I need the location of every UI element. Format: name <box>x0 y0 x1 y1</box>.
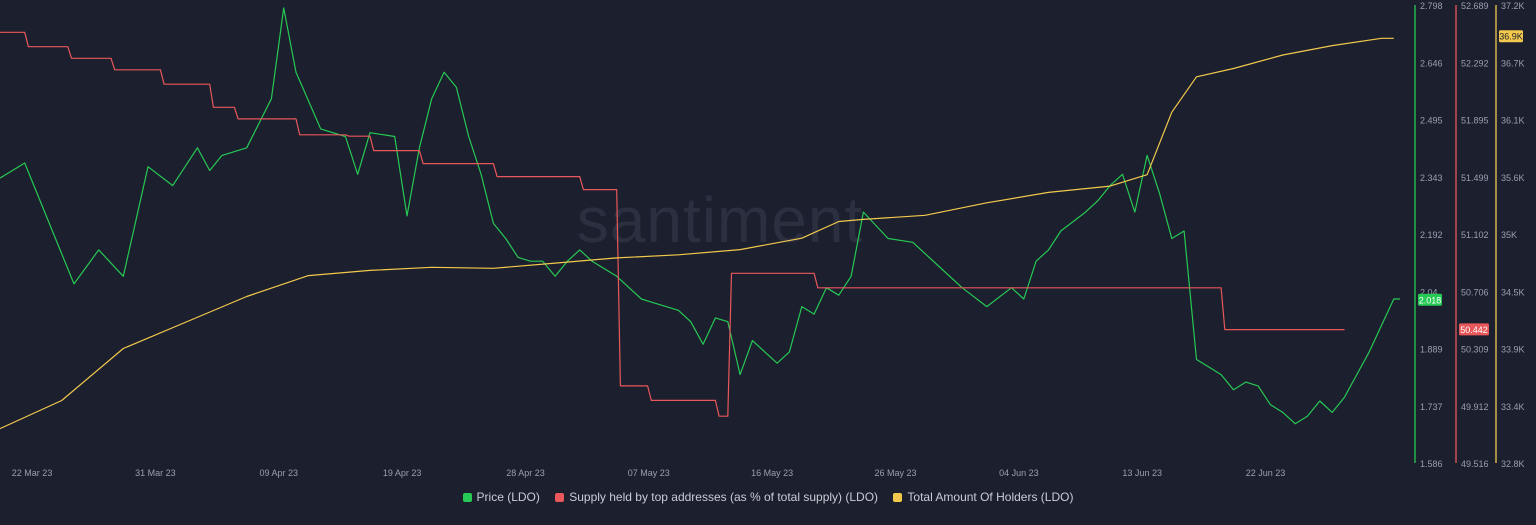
holders-tick-label: 33.4K <box>1501 402 1525 412</box>
holders-tick-label: 36.7K <box>1501 58 1525 68</box>
series-line-holders <box>0 37 1394 430</box>
holders-tick-label: 32.8K <box>1501 459 1525 469</box>
holders-current-badge <box>1499 30 1523 43</box>
holders-tick-label: 35K <box>1501 230 1517 240</box>
supply-tick-label: 50.309 <box>1461 345 1489 355</box>
legend-label-holders: Total Amount Of Holders (LDO) <box>907 490 1074 504</box>
supply-current-badge <box>1459 323 1489 336</box>
price-tick-label: 2.798 <box>1420 1 1443 11</box>
legend-label-supply: Supply held by top addresses (as % of to… <box>569 490 879 504</box>
price-tick-label: 2.192 <box>1420 230 1443 240</box>
price-tick-label: 2.04 <box>1420 287 1438 297</box>
x-tick-label: 04 Jun 23 <box>999 468 1039 478</box>
supply-tick-label: 51.102 <box>1461 230 1489 240</box>
holders-tick-label: 36.1K <box>1501 116 1525 126</box>
supply-tick-label: 51.895 <box>1461 116 1489 126</box>
x-tick-label: 07 May 23 <box>628 468 670 478</box>
legend-swatch-price <box>462 493 472 502</box>
series-layer <box>0 7 1400 430</box>
holders-tick-label: 37.2K <box>1501 1 1525 11</box>
chart-legend: Price (LDO) Supply held by top addresses… <box>0 490 1536 504</box>
x-axis-ticks: 22 Mar 23 31 Mar 23 09 Apr 23 19 Apr 23 28 A… <box>12 468 1286 478</box>
watermark-text: santiment <box>577 184 863 256</box>
holders-current-value: 36.9K <box>1499 32 1523 42</box>
x-tick-label: 22 Mar 23 <box>12 468 53 478</box>
price-tick-label: 2.495 <box>1420 116 1443 126</box>
price-tick-label: 1.889 <box>1420 345 1443 355</box>
x-tick-label: 31 Mar 23 <box>135 468 176 478</box>
supply-current-value: 50.442 <box>1460 325 1488 335</box>
series-line-supply <box>0 31 1345 417</box>
price-tick-label: 2.343 <box>1420 173 1443 183</box>
x-tick-label: 28 Apr 23 <box>506 468 545 478</box>
supply-tick-label: 50.706 <box>1461 287 1489 297</box>
legend-swatch-holders <box>893 493 903 502</box>
y-axes: 2.798 2.646 2.495 2.343 2.192 2.04 1.889 1.737 1… <box>1414 1 1525 469</box>
x-tick-label: 26 May 23 <box>874 468 916 478</box>
supply-tick-label: 52.689 <box>1461 1 1489 11</box>
legend-item-price[interactable]: Price (LDO) <box>462 490 540 504</box>
supply-tick-label: 51.499 <box>1461 173 1489 183</box>
price-current-value: 2.018 <box>1419 295 1442 305</box>
x-tick-label: 19 Apr 23 <box>383 468 422 478</box>
x-tick-label: 16 May 23 <box>751 468 793 478</box>
supply-tick-label: 49.912 <box>1461 402 1489 412</box>
price-tick-label: 1.737 <box>1420 402 1443 412</box>
x-tick-label: 22 Jun 23 <box>1246 468 1286 478</box>
supply-tick-label: 49.516 <box>1461 459 1489 469</box>
legend-item-supply[interactable]: Supply held by top addresses (as % of to… <box>555 490 878 504</box>
price-tick-label: 2.646 <box>1420 58 1443 68</box>
price-tick-label: 1.586 <box>1420 459 1443 469</box>
legend-label-price: Price (LDO) <box>476 490 540 504</box>
holders-tick-label: 35.6K <box>1501 173 1525 183</box>
legend-swatch-supply <box>555 493 565 502</box>
x-tick-label: 09 Apr 23 <box>260 468 299 478</box>
holders-tick-label: 34.5K <box>1501 287 1525 297</box>
x-tick-label: 13 Jun 23 <box>1122 468 1162 478</box>
price-current-badge <box>1418 293 1442 306</box>
supply-tick-label: 52.292 <box>1461 58 1489 68</box>
legend-item-holders[interactable]: Total Amount Of Holders (LDO) <box>893 490 1073 504</box>
series-line-price <box>0 7 1400 425</box>
holders-tick-label: 33.9K <box>1501 345 1525 355</box>
